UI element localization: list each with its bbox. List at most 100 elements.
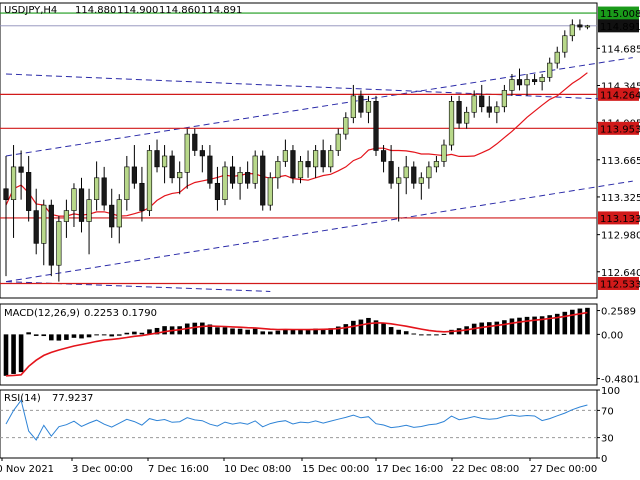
macd-bar xyxy=(49,334,54,341)
macd-bar xyxy=(275,330,281,335)
candle-body xyxy=(441,144,447,162)
candle-body xyxy=(562,35,568,53)
macd-bar xyxy=(192,322,198,335)
price-tick-label: 114.685 xyxy=(601,44,640,55)
candle-body xyxy=(177,172,183,179)
macd-bar xyxy=(298,329,303,335)
macd-bar xyxy=(328,328,334,335)
macd-bar xyxy=(64,334,69,340)
candle xyxy=(275,155,281,189)
candle-body xyxy=(245,172,251,184)
candle xyxy=(577,19,583,31)
candle xyxy=(177,161,183,195)
candle-body xyxy=(479,95,485,108)
candle-body xyxy=(486,106,492,113)
candle xyxy=(297,155,304,184)
time-tick-label: 3 Dec 00:00 xyxy=(72,464,133,475)
candle xyxy=(267,172,273,211)
macd-bar xyxy=(260,331,266,335)
candle-body xyxy=(86,199,92,222)
candle xyxy=(3,155,9,277)
candle-body xyxy=(403,166,409,179)
level-tag-label: 114.264 xyxy=(600,90,640,101)
candle xyxy=(207,145,213,189)
candle xyxy=(260,150,266,211)
candle xyxy=(531,74,538,85)
candle xyxy=(524,74,530,96)
candle xyxy=(86,188,92,255)
macd-bar xyxy=(351,320,356,335)
candle-body xyxy=(214,182,221,200)
moving-average-line xyxy=(5,72,588,217)
rsi-tick-label: 30 xyxy=(601,434,614,445)
candle-body xyxy=(41,204,47,244)
macd-signal-line xyxy=(5,311,588,377)
candle-body xyxy=(56,221,62,266)
candle-body xyxy=(267,177,273,206)
candle-body xyxy=(94,177,100,200)
macd-bar xyxy=(585,307,590,335)
candle-body xyxy=(109,204,115,228)
candle xyxy=(365,95,372,124)
high-value: 114.900 xyxy=(117,5,158,16)
macd-bar xyxy=(26,332,31,335)
candle xyxy=(471,90,477,118)
candle xyxy=(313,145,319,178)
level-tag xyxy=(598,87,639,101)
candle-body xyxy=(237,172,243,184)
rsi-tick-label: 100 xyxy=(601,386,620,397)
macd-bar xyxy=(502,320,507,335)
level-tag-label: 115.008 xyxy=(600,9,640,20)
candle xyxy=(411,161,417,189)
price-tick-label: 114.345 xyxy=(601,81,640,92)
macd-bar xyxy=(479,322,485,335)
macd-bar xyxy=(109,334,115,337)
macd-bar xyxy=(290,329,296,335)
candle-body xyxy=(154,150,160,168)
candle-body xyxy=(456,101,462,124)
macd-bar xyxy=(222,327,228,335)
candle xyxy=(305,150,311,178)
rsi-label: RSI(14) xyxy=(4,393,41,404)
candle xyxy=(448,95,455,151)
candle xyxy=(146,145,153,217)
trend-line xyxy=(5,73,633,101)
macd-bar xyxy=(11,334,16,374)
candle-body xyxy=(313,150,319,168)
macd-bar xyxy=(426,334,432,336)
candle-body xyxy=(396,177,402,184)
candle-body xyxy=(260,155,266,206)
open-value: 114.880 xyxy=(75,5,116,16)
price-frame xyxy=(0,2,598,299)
macd-bar xyxy=(434,334,439,336)
macd-bar xyxy=(71,334,77,338)
macd-bar xyxy=(267,331,273,335)
level-tag-label: 113.953 xyxy=(600,124,640,135)
candle-body xyxy=(252,155,258,184)
candle xyxy=(26,155,32,222)
candle-body xyxy=(26,172,32,211)
candle xyxy=(41,199,47,266)
time-tick-label: 7 Dec 16:00 xyxy=(148,464,209,475)
candle-body xyxy=(501,90,507,108)
candle-body xyxy=(71,188,77,211)
candle-body xyxy=(433,161,440,168)
candle xyxy=(78,177,85,233)
candle-body xyxy=(448,101,455,146)
candle xyxy=(433,155,440,173)
macd-bar xyxy=(532,316,537,335)
candle xyxy=(252,150,258,189)
time-tick-label: 15 Dec 00:00 xyxy=(302,464,369,475)
macd-bar xyxy=(56,334,62,341)
symbol-label: USDJPY,H4 xyxy=(4,5,57,16)
macd-bar xyxy=(381,323,386,335)
macd-bar xyxy=(403,331,409,335)
candle xyxy=(131,145,137,189)
macd-bar xyxy=(577,308,583,335)
macd-main-value: 0.2253 xyxy=(84,308,119,319)
candle xyxy=(161,145,168,184)
candle-body xyxy=(411,166,417,184)
candle xyxy=(388,145,394,189)
candle-body xyxy=(146,150,153,211)
